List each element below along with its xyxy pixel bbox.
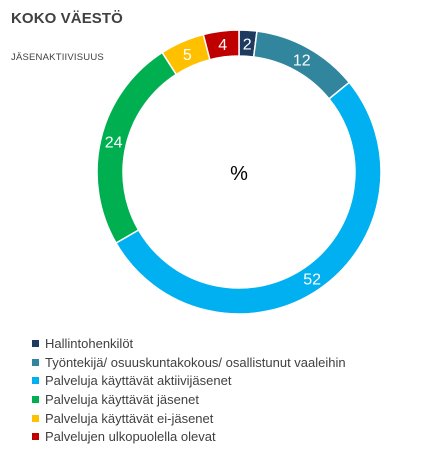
slice-5: [202, 29, 240, 61]
chart-title: KOKO VÄESTÖ: [11, 10, 123, 27]
data-label-4: 5: [183, 47, 192, 64]
legend-item: Palveluja käyttävät ei-jäsenet: [32, 409, 346, 428]
legend-label: Palveluja käyttävät aktiivijäsenet: [45, 373, 232, 389]
legend-item: Palveluja käyttävät jäsenet: [32, 390, 346, 409]
legend-label: Palvelujen ulkopuolella olevat: [45, 429, 216, 445]
data-label-3: 24: [105, 135, 123, 152]
legend-label: Hallintohenkilöt: [45, 335, 134, 351]
legend-swatch: [32, 433, 39, 441]
data-label-1: 12: [293, 52, 311, 69]
data-label-2: 52: [303, 271, 321, 288]
data-label-5: 4: [218, 37, 227, 54]
legend-swatch: [32, 414, 39, 422]
doughnut-chart: 2 12 52 24 5 4 %: [96, 29, 382, 315]
legend-item: Työntekijä/ osuuskuntakokous/ osallistun…: [32, 353, 346, 372]
legend-item: Palvelujen ulkopuolella olevat: [32, 427, 346, 446]
center-label: %: [230, 163, 248, 185]
data-label-0: 2: [243, 36, 252, 53]
legend-label: Palveluja käyttävät ei-jäsenet: [45, 410, 214, 426]
legend-swatch: [32, 339, 39, 347]
legend-swatch: [32, 395, 39, 403]
slice-2: [114, 81, 382, 315]
legend: Hallintohenkilöt Työntekijä/ osuuskuntako…: [32, 334, 346, 446]
legend-label: Palveluja käyttävät jäsenet: [45, 391, 199, 407]
legend-label: Työntekijä/ osuuskuntakokous/ osallistun…: [45, 354, 346, 370]
legend-swatch: [32, 377, 39, 385]
legend-item: Hallintohenkilöt: [32, 334, 346, 353]
legend-swatch: [32, 358, 39, 366]
chart-subtitle: JÄSENAKTIIVISUUS: [11, 52, 104, 63]
legend-item: Palveluja käyttävät aktiivijäsenet: [32, 371, 346, 390]
